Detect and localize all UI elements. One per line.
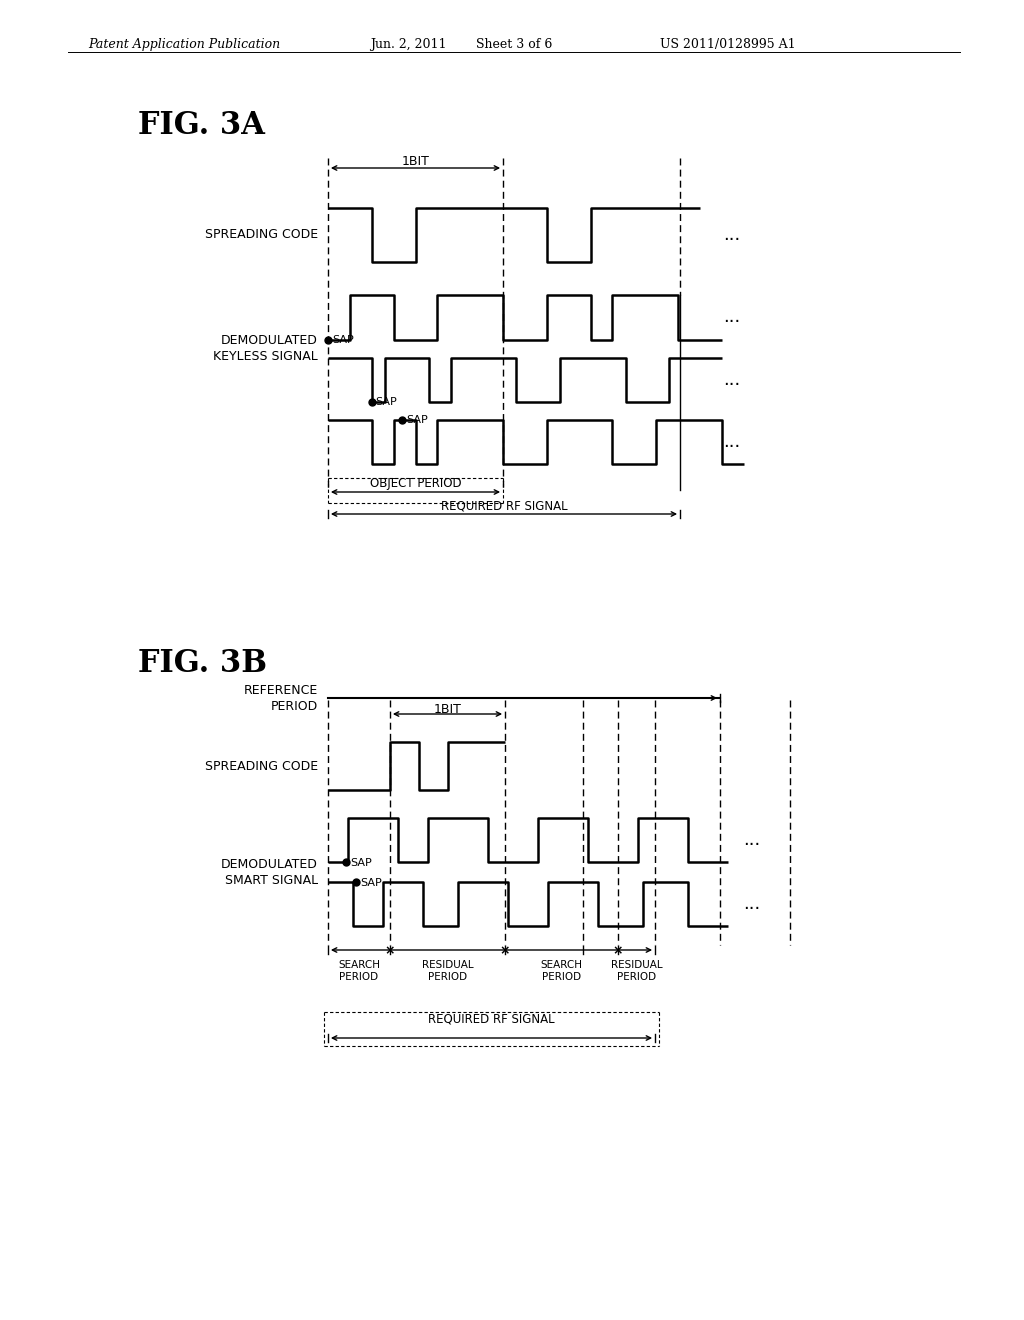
Text: SEARCH
PERIOD: SEARCH PERIOD (338, 960, 380, 982)
Text: ...: ... (743, 832, 760, 849)
Text: ×: × (385, 945, 395, 957)
Text: ...: ... (723, 309, 740, 326)
Text: SAP: SAP (360, 878, 382, 888)
Text: ...: ... (723, 433, 740, 451)
Text: SAP: SAP (350, 858, 372, 869)
Text: FIG. 3B: FIG. 3B (138, 648, 267, 678)
Text: ...: ... (743, 895, 760, 913)
Text: ×: × (612, 945, 624, 957)
Text: ...: ... (723, 371, 740, 389)
Text: SAP: SAP (332, 335, 353, 345)
Text: SAP: SAP (407, 414, 428, 425)
Text: 1BIT: 1BIT (433, 704, 462, 715)
Text: Jun. 2, 2011: Jun. 2, 2011 (370, 38, 446, 51)
Text: REFERENCE
PERIOD: REFERENCE PERIOD (244, 684, 318, 713)
Text: REQUIRED RF SIGNAL: REQUIRED RF SIGNAL (440, 499, 567, 512)
Text: FIG. 3A: FIG. 3A (138, 110, 265, 141)
Text: OBJECT PERIOD: OBJECT PERIOD (370, 478, 462, 491)
Text: Sheet 3 of 6: Sheet 3 of 6 (476, 38, 552, 51)
Text: RESIDUAL
PERIOD: RESIDUAL PERIOD (422, 960, 473, 982)
Text: SEARCH
PERIOD: SEARCH PERIOD (541, 960, 583, 982)
Text: RESIDUAL
PERIOD: RESIDUAL PERIOD (610, 960, 663, 982)
Text: REQUIRED RF SIGNAL: REQUIRED RF SIGNAL (428, 1012, 555, 1026)
Text: US 2011/0128995 A1: US 2011/0128995 A1 (660, 38, 796, 51)
Text: SPREADING CODE: SPREADING CODE (205, 759, 318, 772)
Text: DEMODULATED
SMART SIGNAL: DEMODULATED SMART SIGNAL (221, 858, 318, 887)
Text: SPREADING CODE: SPREADING CODE (205, 228, 318, 242)
Text: ×: × (500, 945, 510, 957)
Text: 1BIT: 1BIT (401, 154, 429, 168)
Text: Patent Application Publication: Patent Application Publication (88, 38, 281, 51)
Text: SAP: SAP (376, 397, 397, 407)
Text: ...: ... (723, 226, 740, 244)
Text: DEMODULATED
KEYLESS SIGNAL: DEMODULATED KEYLESS SIGNAL (213, 334, 318, 363)
